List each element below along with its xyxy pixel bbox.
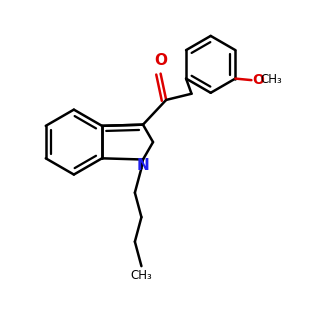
Text: O: O bbox=[155, 53, 168, 68]
Text: CH₃: CH₃ bbox=[131, 269, 152, 282]
Text: O: O bbox=[252, 73, 264, 87]
Text: CH₃: CH₃ bbox=[260, 73, 282, 86]
Text: N: N bbox=[137, 158, 149, 173]
